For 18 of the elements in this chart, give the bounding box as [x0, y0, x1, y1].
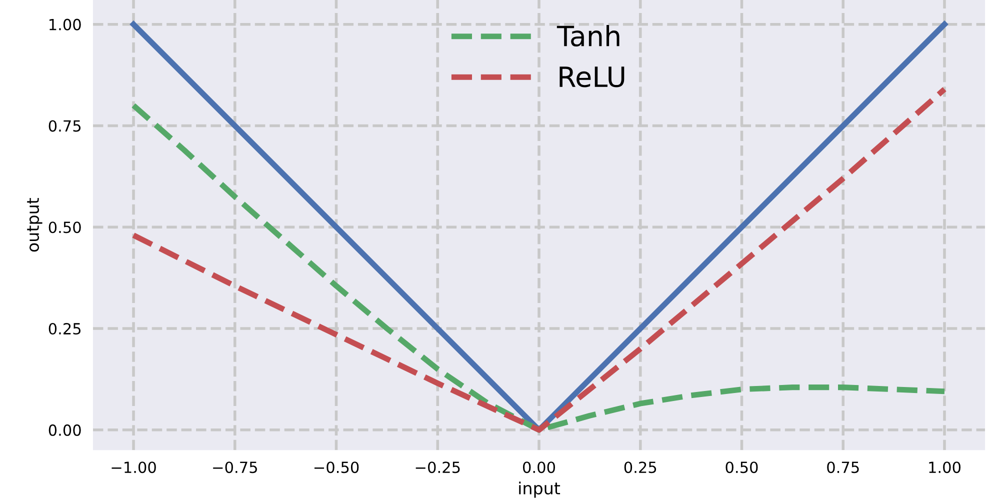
x-axis-title: input	[519, 482, 560, 498]
legend-label: ReLU	[560, 66, 624, 88]
y-tick-label: 0.50	[48, 222, 81, 234]
y-axis-title: output	[27, 198, 42, 252]
y-tick-label: 0.75	[48, 120, 81, 132]
legend-label: Tanh	[556, 25, 620, 46]
x-tick-label: 0.25	[624, 462, 656, 474]
x-tick-label: −1.00	[112, 462, 156, 474]
x-tick-label: −0.75	[213, 462, 257, 474]
x-tick-label: 0.75	[827, 462, 859, 474]
x-tick-label: 0.00	[523, 462, 555, 474]
x-tick-label: −0.50	[314, 462, 359, 474]
y-tick-label: 0.25	[48, 322, 81, 335]
x-tick-label: 0.50	[726, 462, 758, 474]
x-tick-label: −0.25	[416, 462, 460, 474]
x-tick-label: 1.00	[929, 462, 960, 474]
y-tick-label: 1.00	[50, 18, 81, 30]
y-tick-label: 0.00	[48, 424, 81, 436]
